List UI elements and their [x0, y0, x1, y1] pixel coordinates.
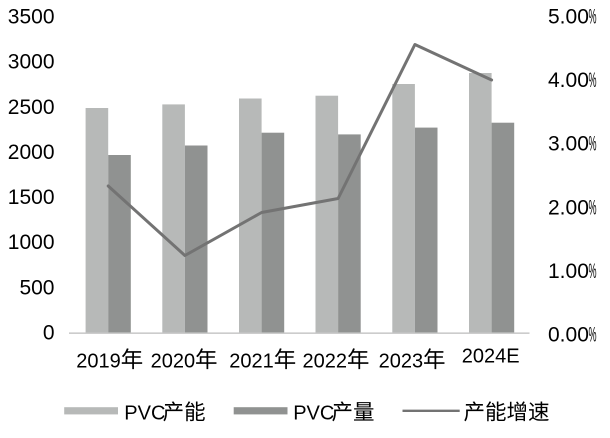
- svg-text:2500: 2500: [8, 96, 55, 119]
- svg-text:2019: 2019: [76, 350, 121, 372]
- svg-text:2020: 2020: [151, 350, 196, 372]
- svg-text:0: 0: [43, 322, 55, 345]
- svg-text:1.00: 1.00: [548, 260, 589, 283]
- svg-text:%: %: [589, 133, 597, 156]
- svg-text:500: 500: [19, 276, 54, 299]
- svg-text:%: %: [589, 5, 597, 28]
- svg-text:2023: 2023: [379, 350, 424, 372]
- svg-text:PVC: PVC: [293, 403, 334, 425]
- svg-text:5.00: 5.00: [548, 6, 589, 29]
- svg-text:%: %: [589, 260, 597, 283]
- svg-text:4.00: 4.00: [548, 69, 589, 92]
- svg-text:%: %: [589, 323, 597, 346]
- svg-text:3000: 3000: [8, 51, 55, 74]
- svg-text:3500: 3500: [8, 6, 55, 29]
- svg-text:2024E: 2024E: [462, 345, 520, 367]
- svg-text:2.00: 2.00: [548, 196, 589, 219]
- svg-text:0.00: 0.00: [548, 324, 589, 347]
- svg-text:3.00: 3.00: [548, 133, 589, 156]
- svg-text:1000: 1000: [8, 231, 55, 254]
- svg-text:%: %: [589, 196, 597, 219]
- svg-text:PVC: PVC: [124, 403, 165, 425]
- svg-text:2000: 2000: [8, 141, 55, 164]
- svg-text:1500: 1500: [8, 186, 55, 209]
- svg-text:%: %: [589, 69, 597, 92]
- svg-text:2021: 2021: [229, 350, 273, 372]
- svg-text:2022: 2022: [303, 350, 348, 372]
